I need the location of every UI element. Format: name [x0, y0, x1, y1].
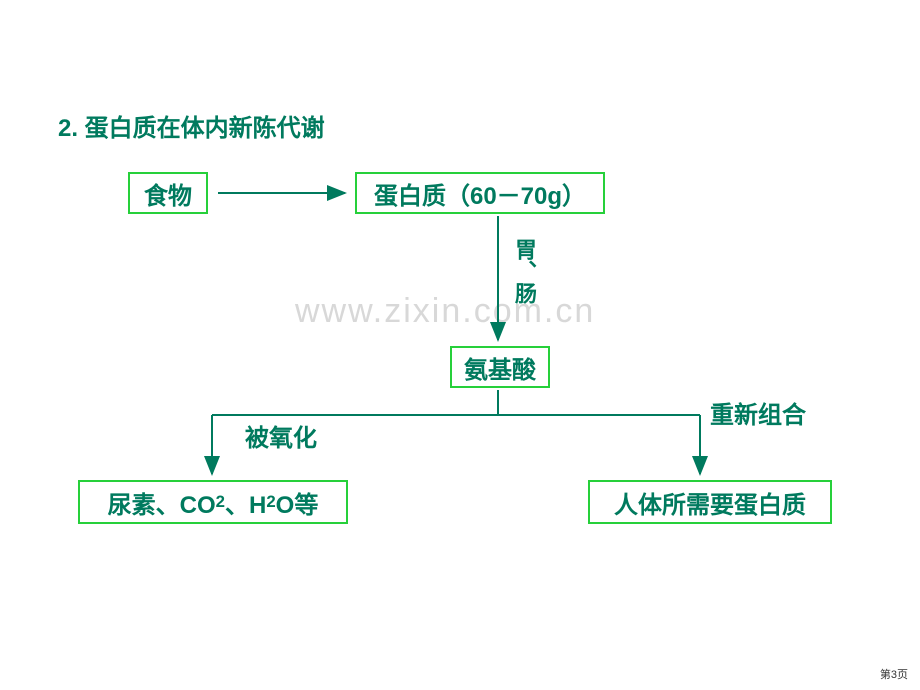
label-recombine: 重新组合 [710, 395, 806, 430]
box-amino-acid: 氨基酸 [450, 346, 550, 388]
box-body-protein: 人体所需要蛋白质 [588, 480, 832, 524]
section-title: 2. 蛋白质在体内新陈代谢 [58, 108, 325, 143]
arrow-layer [0, 0, 920, 690]
label-oxidized: 被氧化 [245, 418, 317, 453]
label-stomach-intestine: 胃、肠 [508, 238, 540, 304]
box-urea: 尿素、CO2、H2O等 [78, 480, 348, 524]
box-food: 食物 [128, 172, 208, 214]
box-protein: 蛋白质（60－70g） [355, 172, 605, 214]
watermark-text: www.zixin.com.cn [295, 292, 595, 331]
page-number: 第3页 [880, 666, 908, 682]
